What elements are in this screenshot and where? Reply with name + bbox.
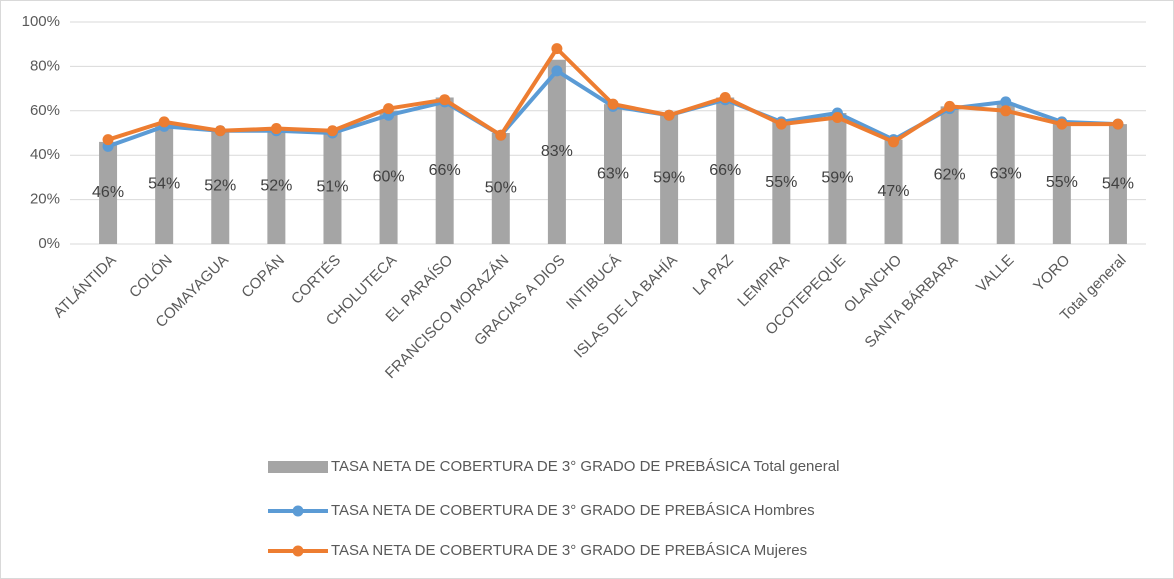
bar <box>491 133 510 244</box>
bar <box>884 139 903 244</box>
bar <box>323 130 342 244</box>
marker <box>1000 105 1012 117</box>
marker <box>663 109 675 121</box>
bar <box>547 59 566 244</box>
y-tick-label: 40% <box>30 146 60 163</box>
data-label: 66% <box>429 162 461 179</box>
y-tick-label: 0% <box>38 235 60 252</box>
data-label: 47% <box>878 183 910 200</box>
y-tick-label: 100% <box>22 13 60 30</box>
data-label: 60% <box>373 169 405 186</box>
marker <box>158 116 170 128</box>
marker <box>495 129 507 141</box>
data-label: 59% <box>821 170 853 187</box>
bar <box>267 128 286 244</box>
marker <box>607 98 619 110</box>
marker <box>102 134 114 146</box>
legend-label: TASA NETA DE COBERTURA DE 3° GRADO DE PR… <box>331 502 815 519</box>
marker <box>214 125 226 137</box>
marker <box>888 136 900 148</box>
bar <box>940 106 959 244</box>
data-label: 46% <box>92 184 124 201</box>
bar <box>99 141 118 244</box>
data-label: 50% <box>485 180 517 197</box>
bar <box>604 104 622 244</box>
y-tick-label: 60% <box>30 102 60 119</box>
data-label: 63% <box>990 165 1022 182</box>
y-tick-label: 20% <box>30 191 60 208</box>
marker <box>383 103 395 115</box>
bar <box>660 113 679 245</box>
bar <box>211 128 230 244</box>
data-label: 59% <box>653 170 685 187</box>
bar <box>996 104 1015 244</box>
bar <box>379 110 398 244</box>
marker <box>775 118 787 130</box>
legend-label: TASA NETA DE COBERTURA DE 3° GRADO DE PR… <box>331 542 807 559</box>
data-label: 51% <box>316 179 348 196</box>
marker <box>831 111 843 123</box>
marker <box>1112 118 1124 130</box>
marker <box>719 91 731 103</box>
marker <box>439 94 451 106</box>
bar <box>716 97 735 244</box>
data-label: 52% <box>260 177 292 194</box>
marker <box>270 123 282 135</box>
y-tick-label: 80% <box>30 57 60 74</box>
data-label: 54% <box>148 175 180 192</box>
data-label: 54% <box>1102 175 1134 192</box>
marker <box>551 43 563 55</box>
bar <box>828 113 847 245</box>
bar <box>155 124 174 244</box>
data-label: 83% <box>541 143 573 160</box>
marker <box>551 65 563 77</box>
legend-swatch <box>268 461 328 473</box>
data-label: 52% <box>204 177 236 194</box>
legend-swatch <box>292 545 304 557</box>
legend-label: TASA NETA DE COBERTURA DE 3° GRADO DE PR… <box>331 458 839 475</box>
bar <box>772 121 791 244</box>
bar <box>1108 124 1127 244</box>
data-label: 55% <box>1046 174 1078 191</box>
marker <box>944 100 956 112</box>
legend-swatch <box>292 505 304 517</box>
data-label: 55% <box>765 174 797 191</box>
data-label: 63% <box>597 165 629 182</box>
marker <box>326 125 338 137</box>
data-label: 66% <box>709 162 741 179</box>
data-label: 62% <box>934 166 966 183</box>
marker <box>1000 96 1012 108</box>
bar <box>435 97 454 244</box>
bar <box>1052 121 1071 244</box>
marker <box>1056 118 1068 130</box>
